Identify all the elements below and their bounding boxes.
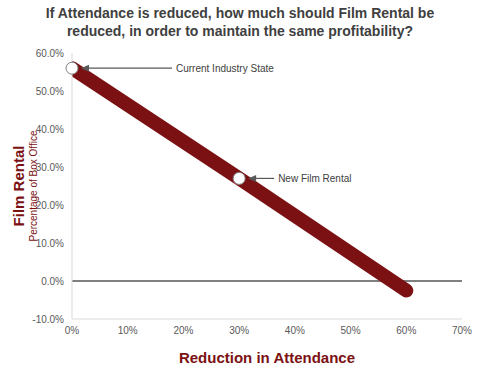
svg-text:-10.0%: -10.0% (32, 314, 64, 325)
svg-text:40%: 40% (285, 325, 305, 336)
svg-text:Current Industry State: Current Industry State (176, 63, 274, 74)
svg-text:Film Rental: Film Rental (10, 146, 27, 227)
svg-text:10%: 10% (118, 325, 138, 336)
svg-text:40.0%: 40.0% (36, 124, 64, 135)
svg-text:New Film Rental: New Film Rental (278, 173, 351, 184)
html-text:If Attendance is reduced, how: If Attendance is reduced, how much shoul… (45, 5, 435, 39)
svg-text:30%: 30% (229, 325, 249, 336)
svg-text:60.0%: 60.0% (36, 48, 64, 59)
svg-text:0.0%: 0.0% (41, 276, 64, 287)
svg-text:Percentage of Box Office: Percentage of Box Office (28, 130, 39, 241)
svg-text:20%: 20% (173, 325, 193, 336)
svg-text:Reduction in Attendance: Reduction in Attendance (179, 349, 355, 366)
svg-text:60%: 60% (396, 325, 416, 336)
svg-text:30.0%: 30.0% (36, 162, 64, 173)
svg-text:50.0%: 50.0% (36, 86, 64, 97)
svg-text:50%: 50% (341, 325, 361, 336)
svg-text:0%: 0% (65, 325, 80, 336)
svg-text:20.0%: 20.0% (36, 200, 64, 211)
svg-text:70%: 70% (452, 325, 472, 336)
svg-text:10.0%: 10.0% (36, 238, 64, 249)
